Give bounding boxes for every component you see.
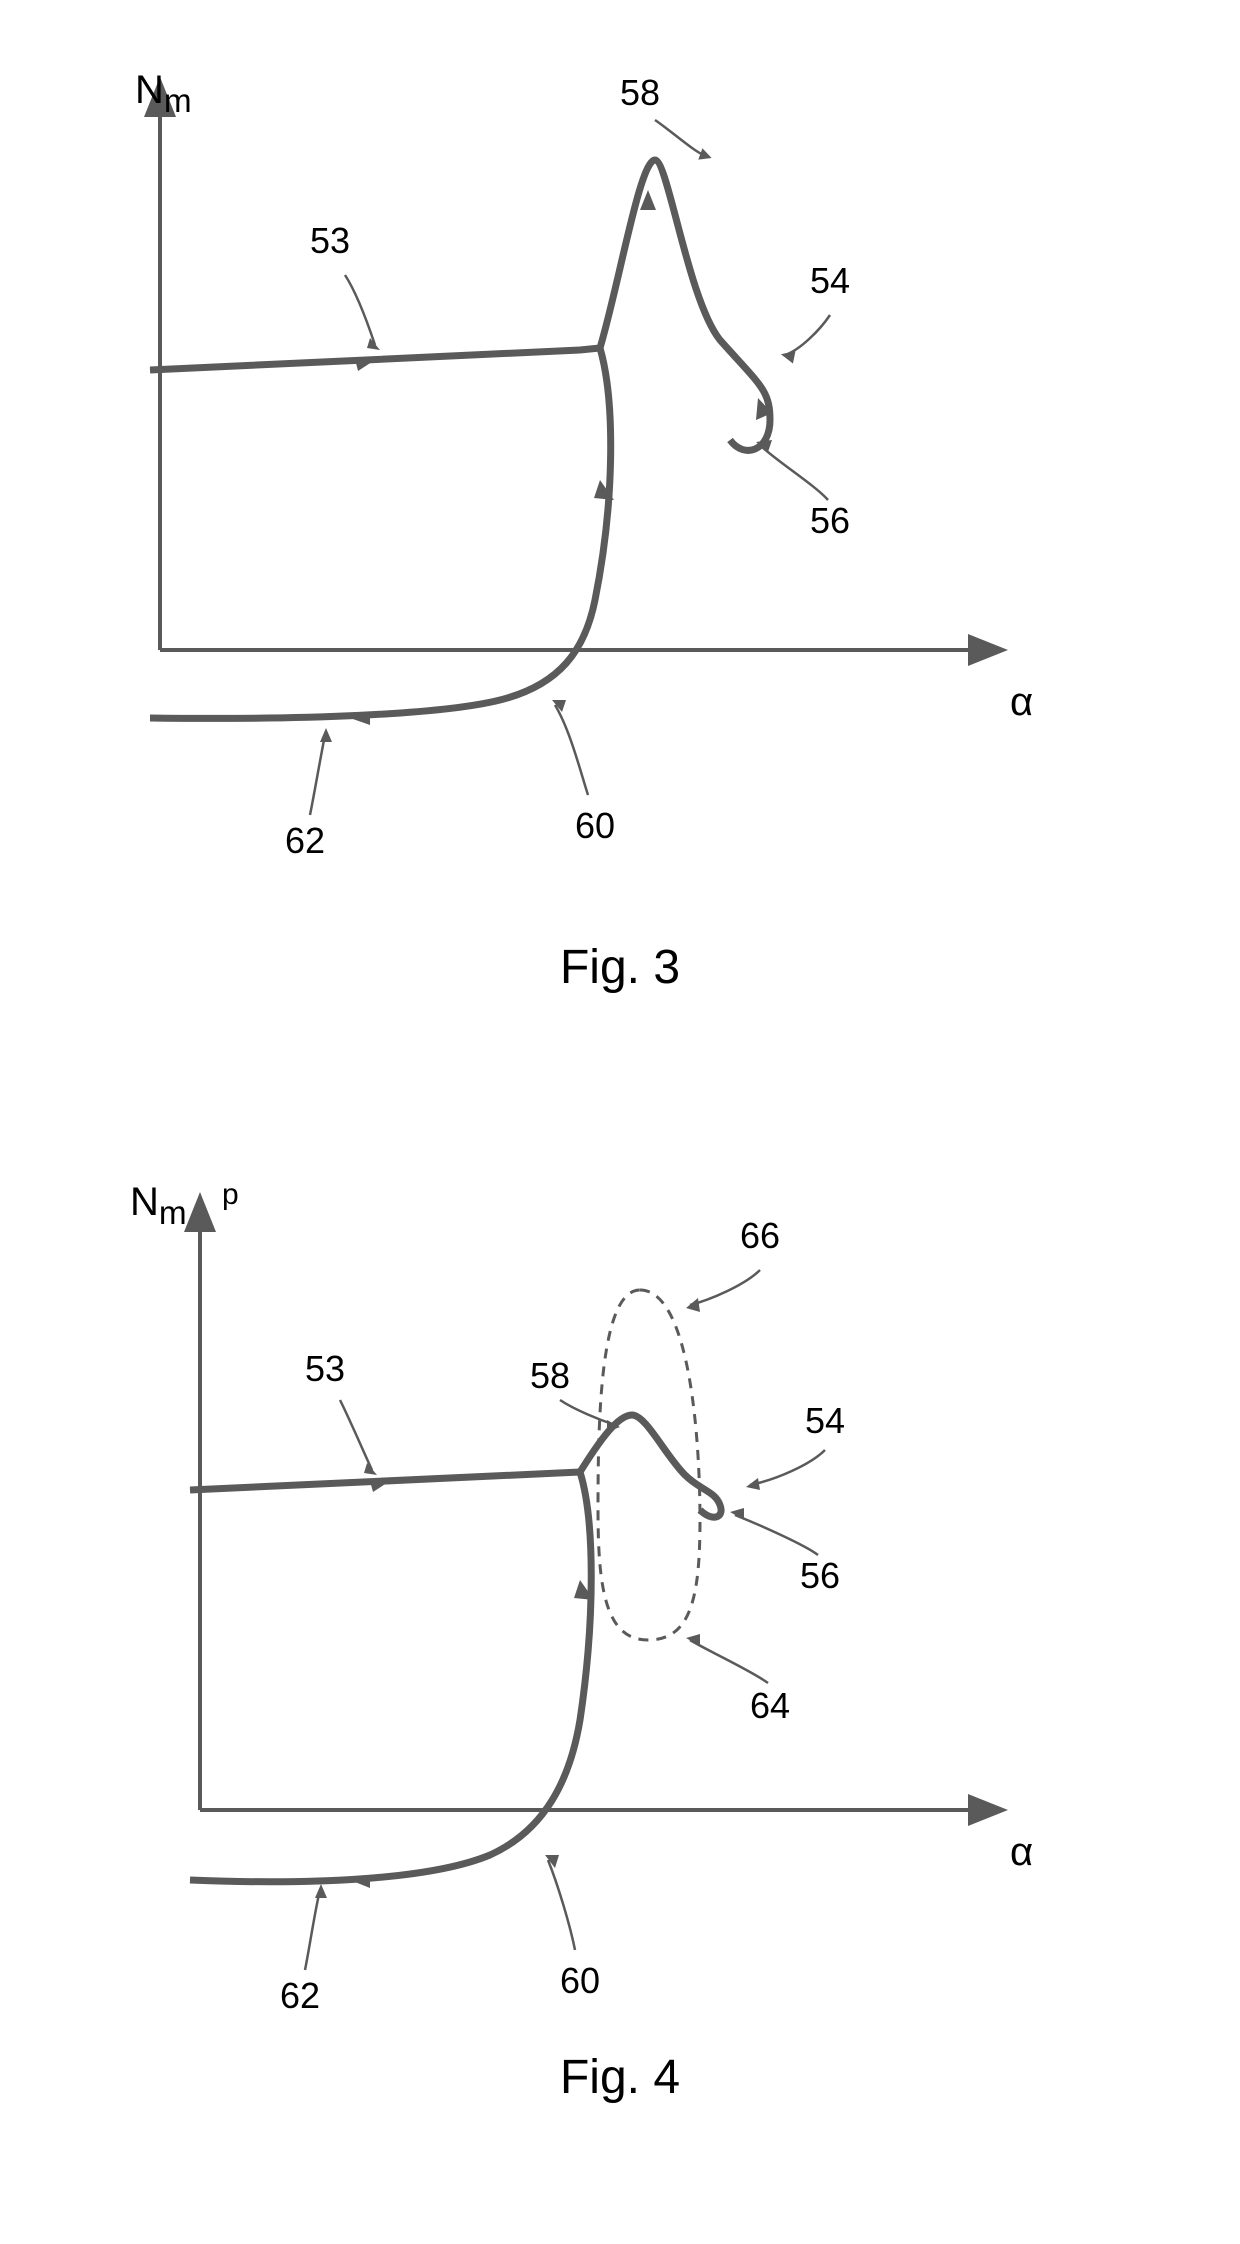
fig3-leader-58 xyxy=(655,120,705,155)
fig4-smallpeak xyxy=(580,1415,721,1517)
fig3-leader-54 xyxy=(785,315,830,355)
fig3-ann-60: 60 xyxy=(575,805,615,847)
fig4-leader-60 xyxy=(548,1860,575,1950)
fig4-leader-62 xyxy=(305,1890,320,1970)
fig3-drop-curve xyxy=(150,348,611,718)
fig4-leader-54 xyxy=(750,1450,825,1485)
fig4-dashed-ellipse xyxy=(598,1290,700,1640)
fig3-dir-arrow xyxy=(355,358,378,371)
fig4-ann-64: 64 xyxy=(750,1685,790,1727)
fig4-leader-56 xyxy=(735,1515,818,1555)
fig4-ann-66: 66 xyxy=(740,1215,780,1257)
fig3-x-label: α xyxy=(1010,680,1033,725)
fig4-svg xyxy=(0,1090,1240,2190)
fig3-ann-54: 54 xyxy=(810,260,850,302)
fig4-super-p: p xyxy=(222,1178,239,1212)
fig4-drop-curve xyxy=(190,1472,591,1882)
fig3-leader-53 xyxy=(345,275,375,345)
fig4-leader-64 xyxy=(690,1640,768,1683)
fig4-dir-arrow xyxy=(370,1479,393,1492)
fig4-caption: Fig. 4 xyxy=(520,2050,720,2105)
fig3-ann-58: 58 xyxy=(620,72,660,114)
fig4-leader-66 xyxy=(690,1270,760,1305)
fig4-ann-56: 56 xyxy=(800,1555,840,1597)
fig4-y-label: Nm xyxy=(130,1180,187,1233)
fig4-ann-58: 58 xyxy=(530,1355,570,1397)
fig3-ann-53: 53 xyxy=(310,220,350,262)
fig4-ann-54: 54 xyxy=(805,1400,845,1442)
fig3-ann-62: 62 xyxy=(285,820,325,862)
fig3-leader-56 xyxy=(760,445,828,500)
fig3-peak-curve xyxy=(600,160,770,450)
fig4-leader-53 xyxy=(340,1400,372,1470)
fig3-caption: Fig. 3 xyxy=(520,940,720,995)
fig3-dir-arrow xyxy=(640,190,656,210)
fig3-ann-56: 56 xyxy=(810,500,850,542)
fig4-ann-62: 62 xyxy=(280,1975,320,2017)
fig3-y-label: Nm xyxy=(135,68,192,121)
fig4-ann-60: 60 xyxy=(560,1960,600,2002)
fig4-x-label: α xyxy=(1010,1830,1033,1875)
fig4-ann-53: 53 xyxy=(305,1348,345,1390)
fig3-leader-62 xyxy=(310,735,325,815)
fig3-svg xyxy=(0,0,1240,1050)
fig3-leader-60 xyxy=(555,705,588,795)
fig4-leader-58 xyxy=(560,1400,615,1425)
